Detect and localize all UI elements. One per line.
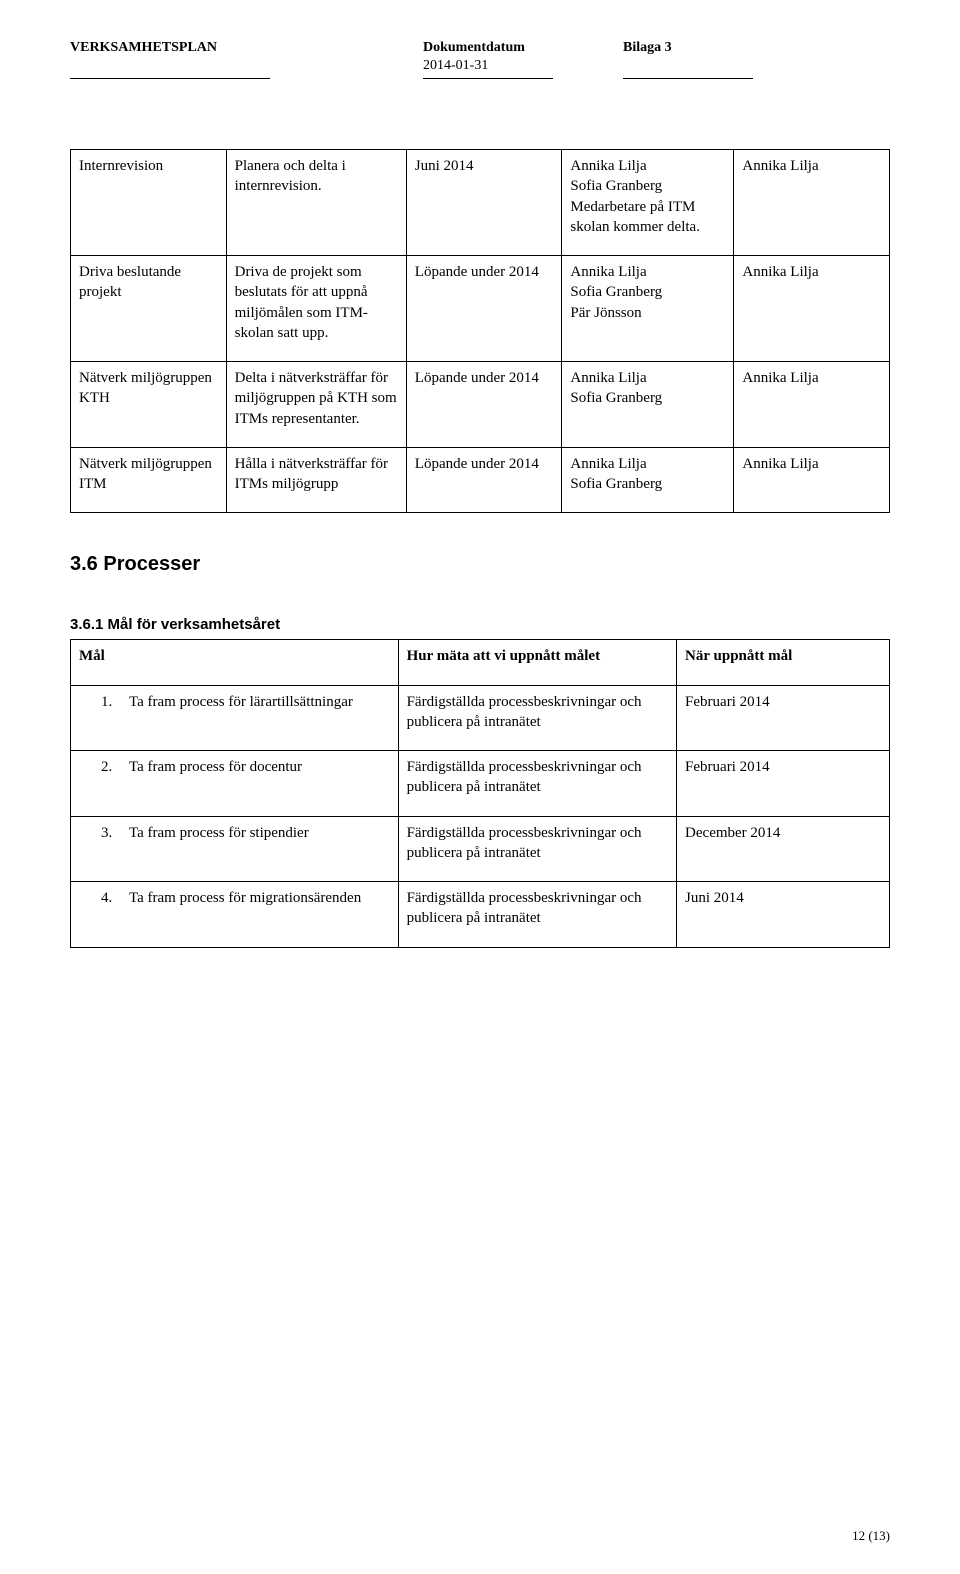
goal-when-cell: December 2014	[677, 816, 890, 882]
table-cell: Annika Lilja	[734, 150, 890, 256]
table-cell: Driva beslutande projekt	[71, 256, 227, 362]
goal-number: 3.	[101, 823, 129, 843]
table-cell: Annika LiljaSofia Granberg	[562, 447, 734, 513]
table-cell: Annika Lilja	[734, 362, 890, 448]
doc-header-sub: 2014-01-31	[70, 58, 890, 74]
page: VERKSAMHETSPLAN Dokumentdatum Bilaga 3 2…	[0, 0, 960, 1574]
goal-when-cell: Juni 2014	[677, 882, 890, 948]
goal-text: Ta fram process för lärartillsättningar	[129, 692, 386, 712]
goal-measure-cell: Färdigställda processbeskrivningar och p…	[398, 882, 676, 948]
goal-text: Ta fram process för migrationsärenden	[129, 888, 386, 908]
header-title-mid: Dokumentdatum	[423, 40, 623, 56]
table-cell: Annika Lilja	[734, 256, 890, 362]
goals-header-col2: Hur mäta att vi uppnått målet	[398, 640, 676, 685]
goal-label-cell: 1.Ta fram process för lärartillsättninga…	[71, 685, 399, 751]
table-cell: Annika LiljaSofia Granberg	[562, 362, 734, 448]
table-cell: Annika LiljaSofia GranbergMedarbetare på…	[562, 150, 734, 256]
table-row: Nätverk miljögruppen KTHDelta i nätverks…	[71, 362, 890, 448]
table-row: InternrevisionPlanera och delta i intern…	[71, 150, 890, 256]
table-row: 2.Ta fram process för docenturFärdigstäl…	[71, 751, 890, 817]
table-cell: Hålla i nätverksträffar för ITMs miljögr…	[226, 447, 406, 513]
table-cell: Planera och delta i internrevision.	[226, 150, 406, 256]
table-cell: Nätverk miljögruppen ITM	[71, 447, 227, 513]
table-cell: Löpande under 2014	[406, 256, 562, 362]
table-cell: Annika Lilja	[734, 447, 890, 513]
goal-label-cell: 2.Ta fram process för docentur	[71, 751, 399, 817]
table-row: 4.Ta fram process för migrationsärendenF…	[71, 882, 890, 948]
table-cell: Annika LiljaSofia GranbergPär Jönsson	[562, 256, 734, 362]
table-cell: Löpande under 2014	[406, 447, 562, 513]
table-cell: Internrevision	[71, 150, 227, 256]
header-rules	[70, 74, 890, 79]
goal-text: Ta fram process för docentur	[129, 757, 386, 777]
table-cell: Juni 2014	[406, 150, 562, 256]
table-row: 1.Ta fram process för lärartillsättninga…	[71, 685, 890, 751]
goal-measure-cell: Färdigställda processbeskrivningar och p…	[398, 751, 676, 817]
doc-header-row: VERKSAMHETSPLAN Dokumentdatum Bilaga 3	[70, 40, 890, 56]
activities-table: InternrevisionPlanera och delta i intern…	[70, 149, 890, 513]
goal-text: Ta fram process för stipendier	[129, 823, 386, 843]
table-cell: Nätverk miljögruppen KTH	[71, 362, 227, 448]
table-cell: Driva de projekt som beslutats för att u…	[226, 256, 406, 362]
goal-when-cell: Februari 2014	[677, 685, 890, 751]
header-date: 2014-01-31	[423, 58, 623, 74]
goal-label-cell: 4.Ta fram process för migrationsärenden	[71, 882, 399, 948]
header-title-right: Bilaga 3	[623, 40, 890, 56]
table-cell: Löpande under 2014	[406, 362, 562, 448]
goals-header-col1: Mål	[71, 640, 399, 685]
goals-table: Mål Hur mäta att vi uppnått målet När up…	[70, 639, 890, 947]
goal-number: 4.	[101, 888, 129, 908]
table-cell: Delta i nätverksträffar för miljögruppen…	[226, 362, 406, 448]
goal-number: 2.	[101, 757, 129, 777]
header-title-left: VERKSAMHETSPLAN	[70, 40, 423, 56]
goals-header-row: Mål Hur mäta att vi uppnått målet När up…	[71, 640, 890, 685]
goals-header-col3: När uppnått mål	[677, 640, 890, 685]
goal-measure-cell: Färdigställda processbeskrivningar och p…	[398, 685, 676, 751]
goal-measure-cell: Färdigställda processbeskrivningar och p…	[398, 816, 676, 882]
goal-label-cell: 3.Ta fram process för stipendier	[71, 816, 399, 882]
table-row: Nätverk miljögruppen ITMHålla i nätverks…	[71, 447, 890, 513]
goal-number: 1.	[101, 692, 129, 712]
table-row: Driva beslutande projektDriva de projekt…	[71, 256, 890, 362]
table-row: 3.Ta fram process för stipendierFärdigst…	[71, 816, 890, 882]
section-heading: 3.6 Processer	[70, 553, 890, 576]
subsection-heading: 3.6.1 Mål för verksamhetsåret	[70, 616, 890, 633]
page-number: 12 (13)	[852, 1528, 890, 1544]
goal-when-cell: Februari 2014	[677, 751, 890, 817]
